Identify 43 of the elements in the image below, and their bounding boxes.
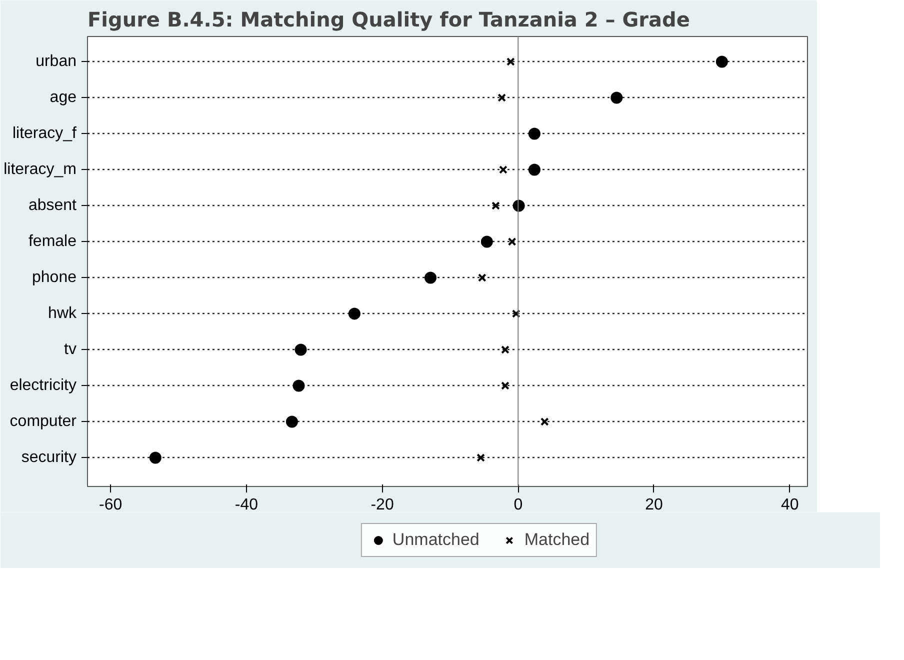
point — [292, 380, 305, 392]
y-tick-label: tv — [64, 341, 77, 358]
point — [294, 344, 307, 356]
point — [501, 382, 510, 390]
x-tick-label: -60 — [99, 496, 122, 514]
x-tick-label: -20 — [370, 496, 394, 514]
point — [506, 58, 515, 66]
y-tick-label: hwk — [48, 305, 78, 322]
y-tick-label: computer — [10, 413, 78, 430]
x-tick-label: 0 — [514, 496, 523, 514]
y-tick-label: literacy_m — [4, 161, 76, 178]
point — [348, 308, 360, 320]
x-tick-label: 40 — [780, 496, 799, 514]
point — [286, 416, 298, 428]
chart-title: Figure B.4.5: Matching Quality for Tanzania 2 – Grade — [88, 8, 690, 32]
point — [528, 164, 540, 176]
y-tick-label: electricity — [10, 377, 77, 394]
point — [480, 236, 493, 248]
y-tick-label: age — [50, 89, 77, 106]
point — [512, 310, 520, 318]
y-tick-label: phone — [32, 269, 77, 286]
point — [540, 418, 549, 426]
legend-label: Unmatched — [392, 530, 480, 550]
y-tick-label: security — [21, 449, 76, 466]
point — [508, 238, 516, 246]
x-tick-label: -40 — [234, 496, 258, 514]
point — [424, 272, 437, 284]
y-tick-label: absent — [28, 197, 78, 214]
x-tick-label: 20 — [645, 496, 663, 514]
point — [499, 166, 508, 174]
point — [498, 94, 506, 102]
legend-label: Matched — [524, 530, 590, 550]
point — [716, 56, 728, 68]
y-tick-label: female — [28, 233, 77, 250]
point — [501, 346, 510, 354]
point — [478, 274, 486, 282]
y-tick-label: urban — [36, 53, 76, 70]
point — [476, 454, 485, 462]
point — [528, 128, 540, 140]
point — [492, 202, 500, 210]
y-tick-label: literacy_f — [12, 125, 78, 142]
point — [149, 452, 162, 464]
point — [610, 92, 623, 104]
